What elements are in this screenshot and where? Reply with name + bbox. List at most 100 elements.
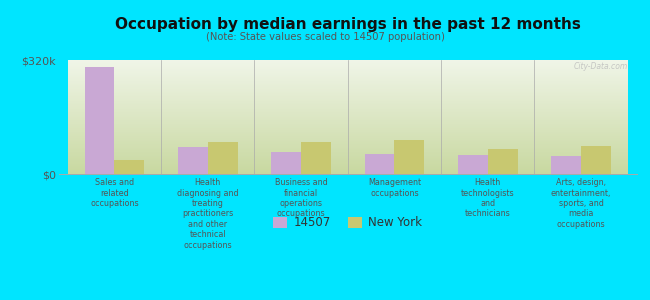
Bar	[68, 136, 628, 137]
Bar	[68, 124, 628, 125]
Bar	[488, 149, 517, 174]
Bar	[68, 158, 628, 159]
Bar	[271, 152, 301, 174]
Bar	[68, 69, 628, 70]
Bar	[68, 127, 628, 128]
Bar	[68, 63, 628, 64]
Bar	[68, 84, 628, 85]
Bar	[68, 66, 628, 67]
Bar	[68, 144, 628, 145]
Bar	[68, 163, 628, 164]
Bar	[68, 71, 628, 73]
Bar	[68, 62, 628, 63]
Bar	[68, 125, 628, 126]
Bar	[68, 150, 628, 151]
Bar	[68, 61, 628, 62]
Bar	[68, 165, 628, 166]
Bar	[68, 128, 628, 130]
Text: City-Data.com: City-Data.com	[574, 62, 629, 71]
Bar	[68, 167, 628, 168]
Title: Occupation by median earnings in the past 12 months: Occupation by median earnings in the pas…	[115, 17, 580, 32]
Bar	[68, 122, 628, 123]
Bar	[68, 90, 628, 91]
Bar	[68, 106, 628, 107]
Bar	[395, 140, 424, 174]
Bar	[68, 147, 628, 148]
Bar	[365, 154, 395, 174]
Bar	[68, 139, 628, 140]
Bar	[68, 77, 628, 78]
Bar	[68, 108, 628, 109]
Bar	[68, 87, 628, 88]
Bar	[68, 67, 628, 68]
Bar	[68, 171, 628, 172]
Bar	[68, 114, 628, 115]
Bar	[68, 159, 628, 160]
Bar	[68, 95, 628, 97]
Bar	[68, 151, 628, 152]
Bar	[178, 147, 208, 174]
Bar	[68, 133, 628, 134]
Bar	[68, 141, 628, 142]
Bar	[68, 152, 628, 154]
Bar	[68, 103, 628, 104]
Bar	[208, 142, 238, 174]
Bar	[458, 155, 488, 174]
Bar	[68, 98, 628, 99]
Bar	[68, 173, 628, 174]
Bar	[68, 134, 628, 135]
Bar	[68, 86, 628, 87]
Bar	[68, 131, 628, 132]
Bar	[68, 119, 628, 120]
Bar	[68, 169, 628, 171]
Bar	[68, 156, 628, 157]
Bar	[68, 104, 628, 106]
Bar	[68, 101, 628, 102]
Bar	[68, 68, 628, 69]
Bar	[68, 111, 628, 112]
Bar	[68, 172, 628, 173]
Bar	[68, 73, 628, 74]
Bar	[68, 80, 628, 82]
Bar	[68, 110, 628, 111]
Bar	[68, 78, 628, 80]
Bar	[68, 100, 628, 101]
Bar	[68, 117, 628, 118]
Bar	[68, 118, 628, 119]
Bar	[114, 160, 144, 174]
Text: (Note: State values scaled to 14507 population): (Note: State values scaled to 14507 popu…	[205, 32, 445, 41]
Bar	[551, 156, 581, 174]
Bar	[68, 83, 628, 84]
Bar	[68, 60, 628, 61]
Bar	[68, 120, 628, 122]
Bar	[84, 67, 114, 174]
Bar	[68, 70, 628, 71]
Bar	[68, 99, 628, 100]
Bar	[68, 64, 628, 66]
Bar	[68, 97, 628, 98]
Bar	[68, 116, 628, 117]
Bar	[68, 82, 628, 83]
Bar	[68, 135, 628, 136]
Bar	[68, 85, 628, 86]
Bar	[581, 146, 611, 174]
Bar	[301, 142, 331, 174]
Bar	[68, 93, 628, 94]
Bar	[68, 160, 628, 161]
Bar	[68, 168, 628, 169]
Bar	[68, 140, 628, 141]
Bar	[68, 112, 628, 114]
Bar	[68, 148, 628, 149]
Bar	[68, 92, 628, 93]
Bar	[68, 102, 628, 103]
Bar	[68, 164, 628, 165]
Bar	[68, 161, 628, 163]
Bar	[68, 123, 628, 124]
Bar	[68, 94, 628, 95]
Bar	[68, 166, 628, 167]
Bar	[68, 91, 628, 92]
Bar	[68, 107, 628, 108]
Bar	[68, 109, 628, 110]
Bar	[68, 137, 628, 139]
Bar	[68, 126, 628, 127]
